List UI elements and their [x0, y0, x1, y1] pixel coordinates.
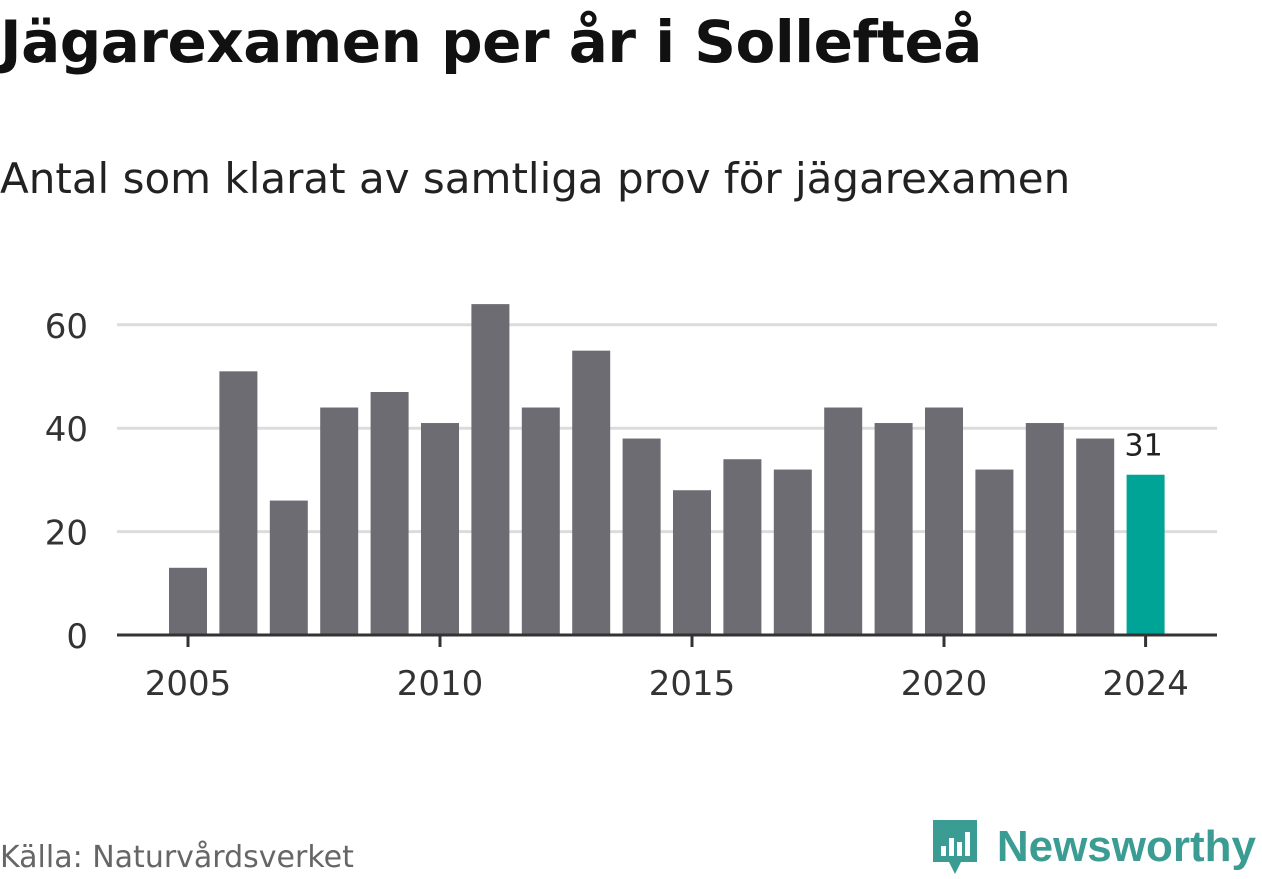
- bar-2005: [169, 567, 207, 635]
- bar-2008: [320, 407, 359, 635]
- bar-chart-flag-icon: [932, 820, 977, 874]
- bar-2009: [370, 392, 409, 635]
- bar-2006: [219, 371, 258, 635]
- chart-subtitle: Antal som klarat av samtliga prov för jä…: [0, 154, 1071, 203]
- bar-2022: [1025, 423, 1064, 635]
- bar-2020: [925, 407, 963, 635]
- bar-2011: [471, 304, 510, 635]
- chart-title: Jägarexamen per år i Sollefteå: [0, 8, 982, 76]
- bar-2010: [421, 423, 459, 635]
- y-tick-label: 0: [66, 617, 88, 657]
- bar-2023: [1076, 438, 1115, 635]
- bar-2017: [773, 469, 812, 635]
- x-tick-label: 2010: [397, 664, 484, 704]
- y-tick-label: 20: [45, 514, 88, 554]
- y-tick-label: 60: [45, 307, 88, 347]
- bar-2007: [269, 500, 308, 635]
- x-tick-label: 2015: [649, 664, 736, 704]
- bar-2024: [1126, 474, 1165, 635]
- bar-2021: [975, 469, 1014, 635]
- y-tick-label: 40: [45, 410, 88, 450]
- x-tick-label: 2024: [1102, 664, 1189, 704]
- bar-2016: [723, 459, 762, 635]
- bar-2019: [874, 423, 913, 635]
- bar-2015: [673, 490, 711, 635]
- brand-name: Newsworthy: [996, 822, 1256, 871]
- x-tick-label: 2005: [145, 664, 232, 704]
- bar-2018: [824, 407, 863, 635]
- source-note: Källa: Naturvårdsverket: [0, 840, 354, 875]
- data-label-2024: 31: [1125, 429, 1163, 464]
- bar-2013: [572, 350, 611, 635]
- bar-2014: [622, 438, 661, 635]
- bar-2012: [521, 407, 560, 635]
- x-tick-label: 2020: [901, 664, 988, 704]
- brand-logo: Newsworthy: [931, 818, 1256, 876]
